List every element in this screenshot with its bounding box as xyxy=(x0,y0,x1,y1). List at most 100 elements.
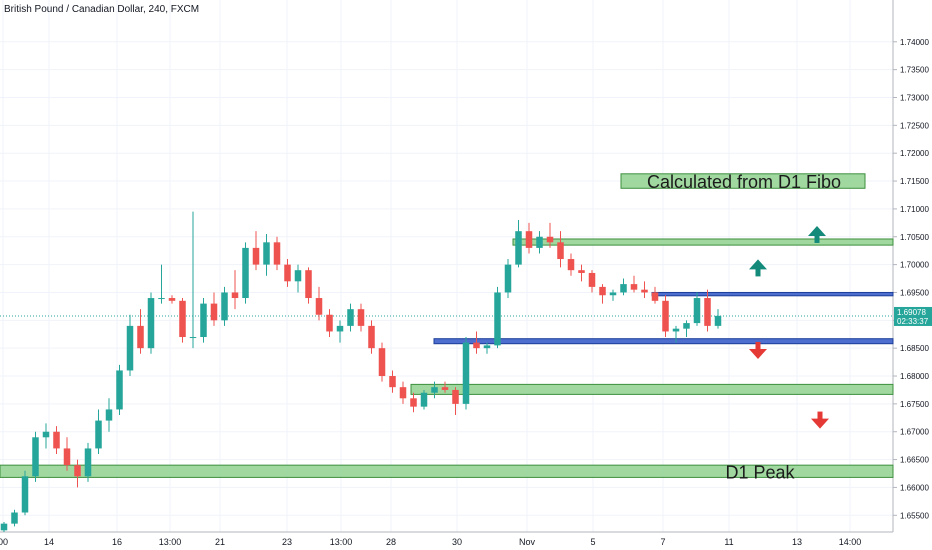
y-tick-label: 1.67000 xyxy=(900,428,929,437)
candle-body xyxy=(95,420,102,449)
y-tick-label: 1.66500 xyxy=(900,456,929,465)
candle-body xyxy=(399,387,407,399)
candle-body xyxy=(116,370,123,410)
candle-body xyxy=(74,465,81,477)
candle-body xyxy=(284,264,291,282)
candle-body xyxy=(179,300,186,338)
x-tick-label: Nov xyxy=(519,537,536,547)
x-tick-label: 16 xyxy=(112,537,122,547)
annotation-d1-peak: D1 Peak xyxy=(725,462,795,482)
candle-body xyxy=(378,348,386,377)
x-tick-label: 5 xyxy=(590,537,595,547)
candle-body xyxy=(462,342,470,404)
candle-body xyxy=(641,289,648,293)
candle-body xyxy=(273,242,281,265)
candle-body xyxy=(263,242,270,265)
candle-body xyxy=(494,292,501,346)
y-tick-label: 1.71000 xyxy=(900,205,929,214)
y-tick-label: 1.66000 xyxy=(900,483,929,492)
candle-body xyxy=(704,298,711,326)
candle-body xyxy=(609,292,617,296)
candle-body xyxy=(473,342,480,349)
candle-body xyxy=(693,298,701,324)
candle-body xyxy=(452,389,459,404)
y-tick-label: 1.73000 xyxy=(900,93,929,102)
candle-body xyxy=(578,270,585,273)
candle-body xyxy=(347,309,354,326)
arrow-up-icon xyxy=(808,225,826,243)
zone-rect xyxy=(410,383,894,395)
candle-body xyxy=(599,286,606,296)
candle-body xyxy=(42,431,50,438)
candle-body xyxy=(231,292,239,299)
x-tick-label: 7 xyxy=(660,537,665,547)
zone-rect xyxy=(0,464,894,478)
candle-body xyxy=(294,270,302,282)
y-tick-label: 1.73500 xyxy=(900,66,929,75)
x-tick-label: 21 xyxy=(215,537,225,547)
candle-body xyxy=(221,292,228,321)
candle-body xyxy=(420,392,428,407)
candle-body xyxy=(126,325,134,371)
candle-body xyxy=(0,523,8,531)
annotation-d1-fibo: Calculated from D1 Fibo xyxy=(647,172,841,192)
candle-body xyxy=(620,284,627,293)
y-tick-label: 1.68500 xyxy=(900,344,929,353)
bar-countdown: 02:33:37 xyxy=(897,317,929,326)
candle-body xyxy=(357,309,365,326)
candle-body xyxy=(200,303,207,338)
candle-body xyxy=(536,236,543,248)
candle-body xyxy=(305,270,312,299)
candle-body xyxy=(630,284,638,290)
candle-body xyxy=(189,337,197,339)
candle-body xyxy=(515,231,522,265)
candle-body xyxy=(389,376,396,388)
candle-body xyxy=(32,437,39,477)
candle-body xyxy=(525,231,533,248)
candle-body xyxy=(147,298,155,349)
arrow-down-icon xyxy=(811,411,829,429)
candle-body xyxy=(84,448,92,477)
y-tick-label: 1.74000 xyxy=(900,38,929,47)
zone-rect xyxy=(433,338,894,345)
x-tick-label: 13:00 xyxy=(159,537,182,547)
symbol-title: British Pound / Canadian Dollar, 240, FX… xyxy=(4,4,200,15)
candle-body xyxy=(683,323,690,329)
candle-body xyxy=(672,328,680,332)
y-tick-label: 1.71500 xyxy=(900,177,929,186)
candle-body xyxy=(336,325,344,332)
y-tick-label: 1.72500 xyxy=(900,121,929,130)
candle-body xyxy=(158,298,165,300)
y-tick-label: 1.67500 xyxy=(900,400,929,409)
candle-body xyxy=(53,431,60,449)
candle-body xyxy=(546,236,554,243)
x-tick-label: 13 xyxy=(792,537,802,547)
candle-body xyxy=(504,264,512,293)
x-tick-label: 28 xyxy=(386,537,396,547)
candle-body xyxy=(242,247,249,299)
candle-body xyxy=(21,476,29,513)
x-tick-label: 30 xyxy=(452,537,462,547)
zone-rect xyxy=(512,238,894,246)
candle-body xyxy=(137,325,144,349)
arrow-down-icon xyxy=(749,341,767,359)
x-tick-label: 23 xyxy=(282,537,292,547)
candle-body xyxy=(368,325,375,349)
candle-body xyxy=(410,398,417,407)
candle-body xyxy=(483,345,491,349)
y-tick-label: 1.65500 xyxy=(900,511,929,520)
candle-body xyxy=(567,259,575,271)
zone-rect xyxy=(620,173,866,189)
y-tick-label: 1.68000 xyxy=(900,372,929,381)
y-tick-label: 1.72000 xyxy=(900,149,929,158)
candle-body xyxy=(651,292,659,301)
candle-body xyxy=(210,303,218,321)
x-tick-label: 14 xyxy=(44,537,54,547)
candle-body xyxy=(326,314,333,332)
candle-body xyxy=(63,448,71,466)
x-tick-label: 11 xyxy=(724,537,733,547)
y-tick-label: 1.70000 xyxy=(900,261,929,270)
candle-body xyxy=(105,409,113,421)
